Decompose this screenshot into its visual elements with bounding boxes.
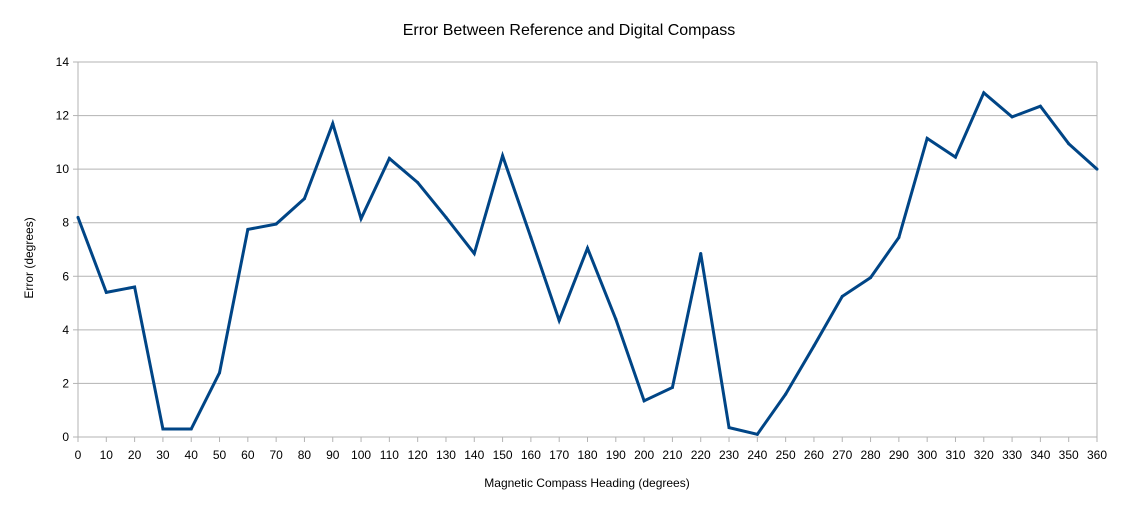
data-point <box>614 317 618 321</box>
data-point <box>953 155 957 159</box>
data-point <box>218 371 222 375</box>
data-point <box>1095 167 1099 171</box>
x-tick-label: 180 <box>577 448 597 462</box>
x-tick-label: 80 <box>298 448 312 462</box>
x-tick-label: 340 <box>1030 448 1050 462</box>
x-tick-label: 140 <box>464 448 484 462</box>
y-tick-label: 2 <box>62 376 69 390</box>
x-tick-label: 0 <box>75 448 82 462</box>
x-tick-label: 10 <box>100 448 114 462</box>
x-tick-label: 230 <box>719 448 739 462</box>
y-tick-label: 4 <box>62 323 69 337</box>
x-tick-label: 330 <box>1002 448 1022 462</box>
x-tick-label: 300 <box>917 448 937 462</box>
x-tick-label: 40 <box>185 448 199 462</box>
data-point <box>586 246 589 250</box>
gridlines <box>78 61 1097 438</box>
data-point <box>416 181 420 185</box>
data-point <box>1067 142 1071 146</box>
x-tick-label: 280 <box>861 448 881 462</box>
x-tick-label: 160 <box>521 448 541 462</box>
data-point <box>897 235 901 239</box>
x-tick-label: 360 <box>1087 448 1107 462</box>
x-tick-label: 60 <box>241 448 255 462</box>
data-point <box>501 154 505 158</box>
data-point <box>784 392 788 396</box>
x-tick-label: 290 <box>889 448 909 462</box>
x-tick-label: 210 <box>662 448 682 462</box>
y-tick-label: 0 <box>62 430 69 444</box>
y-axis-title: Error (degrees) <box>22 217 36 298</box>
x-tick-label: 260 <box>804 448 824 462</box>
x-tick-label: 110 <box>380 448 399 462</box>
x-tick-label: 20 <box>128 448 142 462</box>
data-point <box>331 122 335 126</box>
y-tick-label: 12 <box>56 109 70 123</box>
x-tick-label: 320 <box>974 448 994 462</box>
x-tick-label: 90 <box>326 448 340 462</box>
x-tick-label: 200 <box>634 448 654 462</box>
x-tick-label: 120 <box>408 448 428 462</box>
y-tick-label: 14 <box>56 55 70 69</box>
x-tick-label: 70 <box>269 448 283 462</box>
data-point <box>1010 115 1014 119</box>
x-tick-label: 100 <box>351 448 371 462</box>
data-point <box>359 217 363 221</box>
x-tick-label: 130 <box>436 448 456 462</box>
data-point <box>133 285 137 289</box>
data-point <box>869 276 873 280</box>
data-point <box>444 215 448 219</box>
data-point <box>189 427 193 431</box>
y-axis-ticks: 0 2 4 6 8 10 12 14 <box>56 55 78 444</box>
x-tick-label: 310 <box>945 448 965 462</box>
x-axis-ticks: 0 10 20 30 40 50 60 70 80 90 100 110 120 130 140 150 160… <box>75 437 1107 462</box>
x-tick-label: 240 <box>747 448 767 462</box>
x-tick-label: 270 <box>832 448 852 462</box>
y-tick-label: 6 <box>62 269 69 283</box>
data-point <box>982 91 986 95</box>
data-point <box>274 222 278 226</box>
y-tick-label: 8 <box>62 216 69 230</box>
data-point <box>755 432 759 436</box>
data-point <box>104 290 108 294</box>
data-point <box>699 252 703 256</box>
data-point <box>529 235 533 239</box>
data-point <box>76 215 80 219</box>
x-tick-label: 30 <box>156 448 170 462</box>
data-point <box>472 252 476 256</box>
data-point <box>557 318 561 322</box>
x-tick-label: 350 <box>1059 448 1079 462</box>
data-point <box>812 344 816 348</box>
data-point <box>302 197 306 201</box>
x-tick-label: 220 <box>691 448 711 462</box>
data-point <box>840 294 844 298</box>
series-layer <box>76 90 1099 437</box>
data-point <box>642 399 646 403</box>
data-point <box>670 385 674 389</box>
data-point <box>1038 104 1042 108</box>
x-tick-label: 150 <box>493 448 513 462</box>
x-tick-label: 190 <box>606 448 626 462</box>
data-point <box>387 156 391 160</box>
data-point <box>246 227 250 231</box>
x-tick-label: 250 <box>776 448 796 462</box>
x-tick-label: 50 <box>213 448 227 462</box>
x-tick-label: 170 <box>549 448 569 462</box>
data-point <box>161 427 165 431</box>
chart-title: Error Between Reference and Digital Comp… <box>403 22 736 39</box>
data-point <box>727 426 731 430</box>
x-axis-title: Magnetic Compass Heading (degrees) <box>484 476 689 490</box>
y-tick-label: 10 <box>56 162 70 176</box>
data-point <box>925 136 929 140</box>
